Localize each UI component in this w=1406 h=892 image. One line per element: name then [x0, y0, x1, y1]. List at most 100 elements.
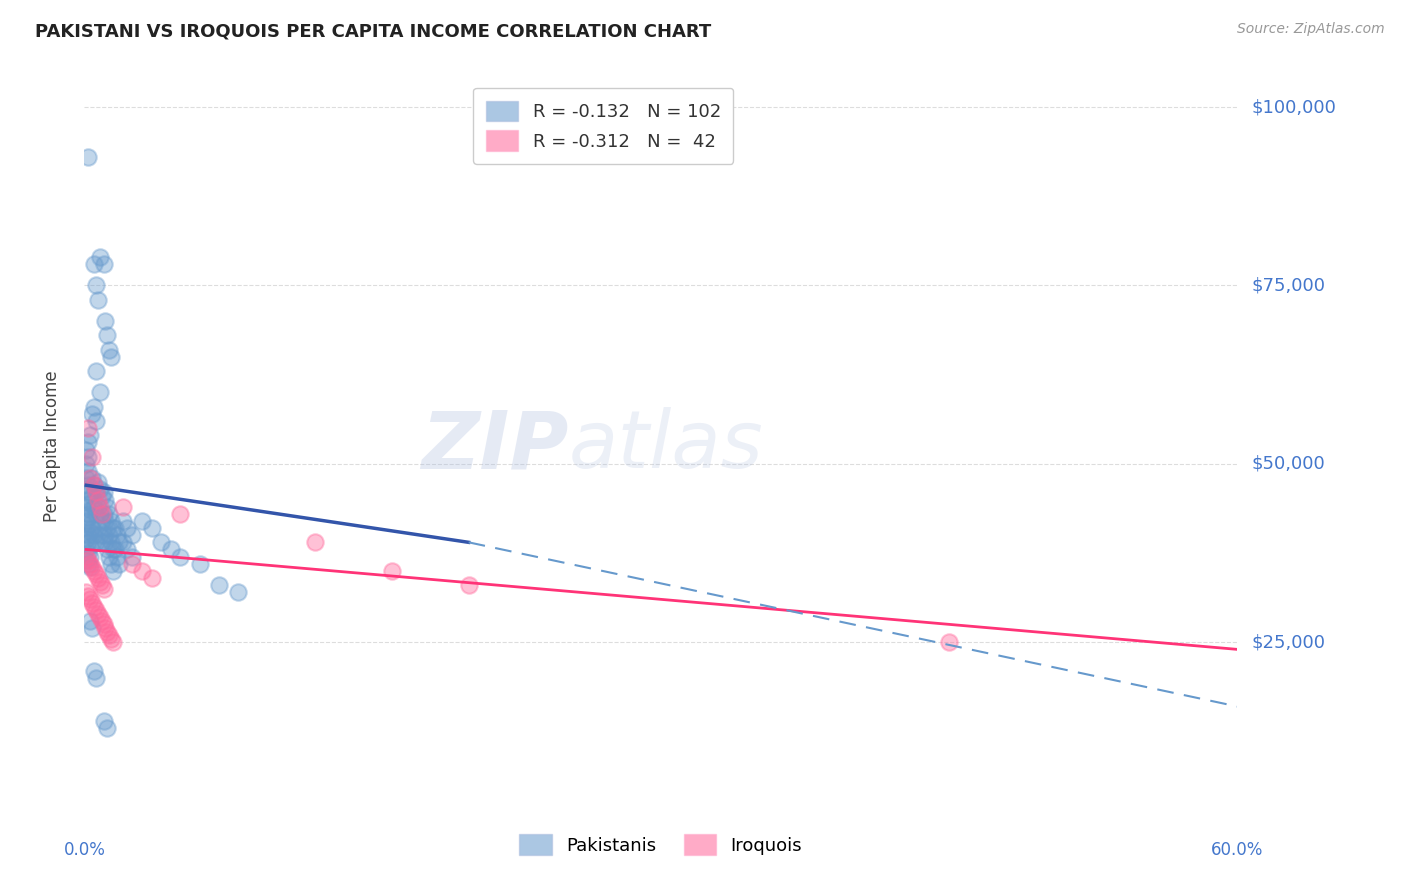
Point: [108, 535, 131, 549]
Point: [169, 549, 191, 564]
Point: [84, 364, 107, 378]
Point: [75, 532, 97, 546]
Point: [96, 500, 118, 514]
Point: [75, 482, 97, 496]
Point: [105, 528, 128, 542]
Point: [79, 592, 101, 607]
Text: 0.0%: 0.0%: [63, 841, 105, 859]
Point: [100, 557, 122, 571]
Point: [89, 500, 111, 514]
Point: [87, 521, 110, 535]
Point: [84, 535, 107, 549]
Point: [121, 549, 143, 564]
Point: [79, 428, 101, 442]
Point: [90, 489, 112, 503]
Text: $75,000: $75,000: [1251, 277, 1326, 294]
Point: [75, 471, 97, 485]
Point: [89, 528, 111, 542]
Point: [188, 557, 211, 571]
Point: [90, 507, 112, 521]
Point: [169, 507, 191, 521]
Point: [108, 557, 131, 571]
Point: [304, 535, 326, 549]
Point: [80, 621, 103, 635]
Point: [208, 578, 231, 592]
Point: [84, 485, 107, 500]
Point: [89, 250, 111, 264]
Point: [93, 485, 115, 500]
Point: [80, 471, 103, 485]
Point: [98, 343, 121, 357]
Point: [96, 721, 118, 735]
Y-axis label: Per Capita Income: Per Capita Income: [42, 370, 60, 522]
Point: [96, 542, 118, 557]
Text: Source: ZipAtlas.com: Source: ZipAtlas.com: [1237, 22, 1385, 37]
Point: [105, 549, 128, 564]
Point: [131, 564, 153, 578]
Point: [79, 517, 101, 532]
Point: [89, 507, 111, 521]
Point: [89, 610, 111, 624]
Point: [457, 578, 479, 592]
Point: [75, 442, 97, 457]
Point: [77, 464, 100, 478]
Point: [79, 524, 101, 539]
Point: [93, 617, 115, 632]
Point: [75, 457, 97, 471]
Point: [84, 671, 107, 685]
Point: [89, 574, 111, 589]
Point: [84, 567, 107, 582]
Point: [115, 542, 138, 557]
Point: [111, 535, 134, 549]
Point: [93, 528, 115, 542]
Point: [80, 407, 103, 421]
Point: [83, 599, 105, 614]
Point: [94, 535, 117, 549]
Point: [93, 257, 115, 271]
Point: [141, 521, 163, 535]
Point: [75, 549, 97, 564]
Point: [75, 585, 97, 599]
Point: [87, 475, 110, 489]
Point: [75, 514, 97, 528]
Point: [381, 564, 404, 578]
Point: [79, 557, 101, 571]
Point: [103, 521, 124, 535]
Text: $25,000: $25,000: [1251, 633, 1326, 651]
Point: [80, 521, 103, 535]
Point: [96, 328, 118, 343]
Point: [77, 589, 100, 603]
Point: [87, 500, 110, 514]
Point: [83, 564, 105, 578]
Point: [104, 521, 127, 535]
Text: $100,000: $100,000: [1251, 98, 1336, 116]
Point: [94, 514, 117, 528]
Point: [98, 549, 121, 564]
Point: [79, 496, 101, 510]
Point: [80, 596, 103, 610]
Point: [75, 542, 97, 557]
Point: [77, 546, 100, 560]
Point: [938, 635, 960, 649]
Point: [83, 257, 105, 271]
Point: [100, 632, 122, 646]
Point: [80, 450, 103, 464]
Point: [77, 492, 100, 507]
Point: [111, 500, 134, 514]
Point: [75, 500, 97, 514]
Point: [160, 542, 183, 557]
Point: [84, 278, 107, 293]
Point: [77, 150, 100, 164]
Point: [111, 514, 134, 528]
Point: [90, 614, 112, 628]
Point: [115, 521, 138, 535]
Point: [93, 507, 115, 521]
Point: [84, 414, 107, 428]
Text: PAKISTANI VS IROQUOIS PER CAPITA INCOME CORRELATION CHART: PAKISTANI VS IROQUOIS PER CAPITA INCOME …: [35, 22, 711, 40]
Point: [121, 557, 143, 571]
Point: [103, 542, 124, 557]
Point: [98, 528, 121, 542]
Point: [87, 492, 110, 507]
Point: [83, 478, 105, 492]
Point: [103, 564, 124, 578]
